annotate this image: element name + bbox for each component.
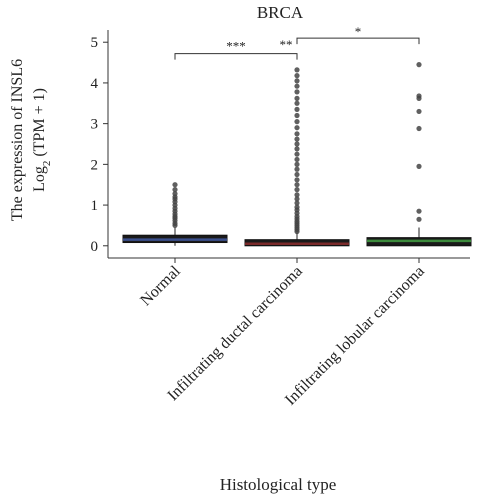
y-axis-label: The expression of INSL6 Log2 (TPM + 1) xyxy=(9,59,53,221)
outlier-point xyxy=(416,125,422,132)
box-1 xyxy=(244,67,350,247)
y-axis-label-sub: 2 xyxy=(41,161,53,167)
significance-label: ** xyxy=(280,37,293,52)
significance-bracket: ** xyxy=(280,37,293,52)
boxes xyxy=(122,62,472,247)
outlier-point xyxy=(416,62,422,68)
outlier-point xyxy=(294,200,300,206)
axes xyxy=(107,30,470,259)
y-axis-label-line1: The expression of INSL6 xyxy=(9,59,26,221)
outlier-point xyxy=(416,93,422,99)
bracket-line xyxy=(296,37,420,45)
outlier-point xyxy=(416,208,422,214)
outlier-point xyxy=(294,166,300,172)
box-2 xyxy=(366,62,472,247)
significance-brackets: ****** xyxy=(174,24,420,60)
significance-bracket: *** xyxy=(174,39,298,60)
y-tick-label: 3 xyxy=(91,117,99,133)
y-tick-label: 4 xyxy=(91,76,99,92)
outlier-point xyxy=(294,89,300,95)
outlier-point xyxy=(294,95,300,101)
chart-title: BRCA xyxy=(257,3,304,22)
outlier-point xyxy=(416,216,422,222)
y-ticks: 0 1 2 3 4 5 xyxy=(91,35,108,255)
outlier-point xyxy=(294,141,300,147)
y-tick-label: 1 xyxy=(91,198,99,214)
outlier-point xyxy=(294,100,300,106)
outlier-point xyxy=(294,67,300,73)
outlier-point xyxy=(294,171,300,178)
significance-label: * xyxy=(355,24,362,39)
outlier-point xyxy=(416,163,422,169)
outlier-point xyxy=(294,204,300,210)
outlier-point xyxy=(294,146,300,152)
outlier-point xyxy=(294,131,300,137)
outlier-point xyxy=(294,161,300,167)
y-axis-label-log: Log xyxy=(31,166,48,192)
outlier-point xyxy=(172,182,178,188)
y-tick-label: 2 xyxy=(91,157,99,173)
x-axis-label: Histological type xyxy=(220,475,337,494)
outlier-point xyxy=(294,182,300,188)
outlier-point xyxy=(294,106,300,112)
y-tick-label: 0 xyxy=(91,239,99,255)
outlier-point xyxy=(294,125,300,131)
box-0 xyxy=(122,182,228,246)
outlier-point xyxy=(416,108,422,115)
significance-bracket: * xyxy=(296,24,420,45)
outlier-point xyxy=(294,177,300,183)
bracket-line xyxy=(174,53,298,60)
y-axis-label-unit: (TPM + 1) xyxy=(31,88,48,161)
x-tick-label: Infiltrating lobular carcinoma xyxy=(282,263,428,409)
outlier-point xyxy=(294,112,300,119)
outlier-point xyxy=(294,78,300,84)
outlier-point xyxy=(294,83,300,89)
significance-label: *** xyxy=(226,39,246,54)
outlier-point xyxy=(294,156,300,163)
x-tick-label: Infiltrating ductal carcinoma xyxy=(164,263,305,404)
outlier-point xyxy=(294,187,300,193)
outlier-point xyxy=(172,191,178,197)
outlier-point xyxy=(294,119,300,125)
outlier-point xyxy=(294,151,300,157)
y-tick-label: 5 xyxy=(91,35,99,51)
outlier-point xyxy=(294,73,300,79)
x-tick-label: Normal xyxy=(137,262,184,309)
outlier-point xyxy=(294,136,300,142)
outlier-point xyxy=(294,196,300,202)
outlier-point xyxy=(294,192,300,198)
y-axis-label-line2: Log2 (TPM + 1) xyxy=(31,88,53,192)
outlier-point xyxy=(172,187,178,193)
